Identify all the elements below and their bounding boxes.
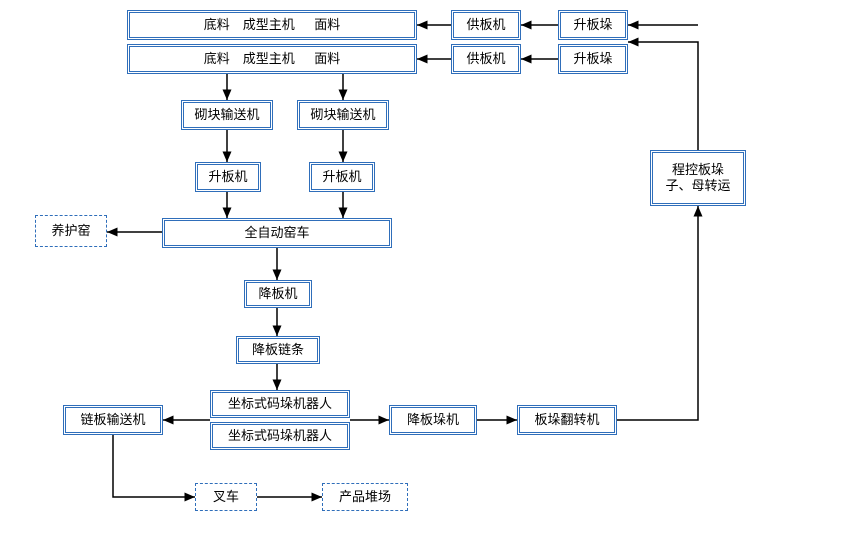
node-block_conv2: 砌块输送机: [297, 100, 389, 130]
edge-chain_conv-fork: [113, 435, 195, 497]
node-flip: 板垛翻转机: [517, 405, 617, 435]
node-drop: 降板机: [244, 280, 312, 308]
node-cure: 养护窑: [35, 215, 107, 247]
node-chain_conv: 链板输送机: [63, 405, 163, 435]
node-fork: 叉车: [195, 483, 257, 511]
node-line1: 底料 成型主机 面料: [127, 10, 417, 40]
node-chain: 降板链条: [236, 336, 320, 364]
node-liftm2: 升板机: [309, 162, 375, 192]
edge-flip-prog: [617, 206, 698, 420]
node-lift_duo2: 升板垛: [558, 44, 628, 74]
node-prog: 程控板垛 子、母转运: [650, 150, 746, 206]
node-robot2: 坐标式码垛机器人: [210, 422, 350, 450]
node-liftm1: 升板机: [195, 162, 261, 192]
edge-prog-lift_duo: [628, 42, 698, 150]
node-yard: 产品堆场: [322, 483, 408, 511]
node-feed2: 供板机: [451, 44, 521, 74]
node-feed1: 供板机: [451, 10, 521, 40]
node-kiln_car: 全自动窑车: [162, 218, 392, 248]
node-robot1: 坐标式码垛机器人: [210, 390, 350, 418]
node-line2: 底料 成型主机 面料: [127, 44, 417, 74]
node-drop_stack: 降板垛机: [389, 405, 477, 435]
node-block_conv1: 砌块输送机: [181, 100, 273, 130]
node-lift_duo1: 升板垛: [558, 10, 628, 40]
